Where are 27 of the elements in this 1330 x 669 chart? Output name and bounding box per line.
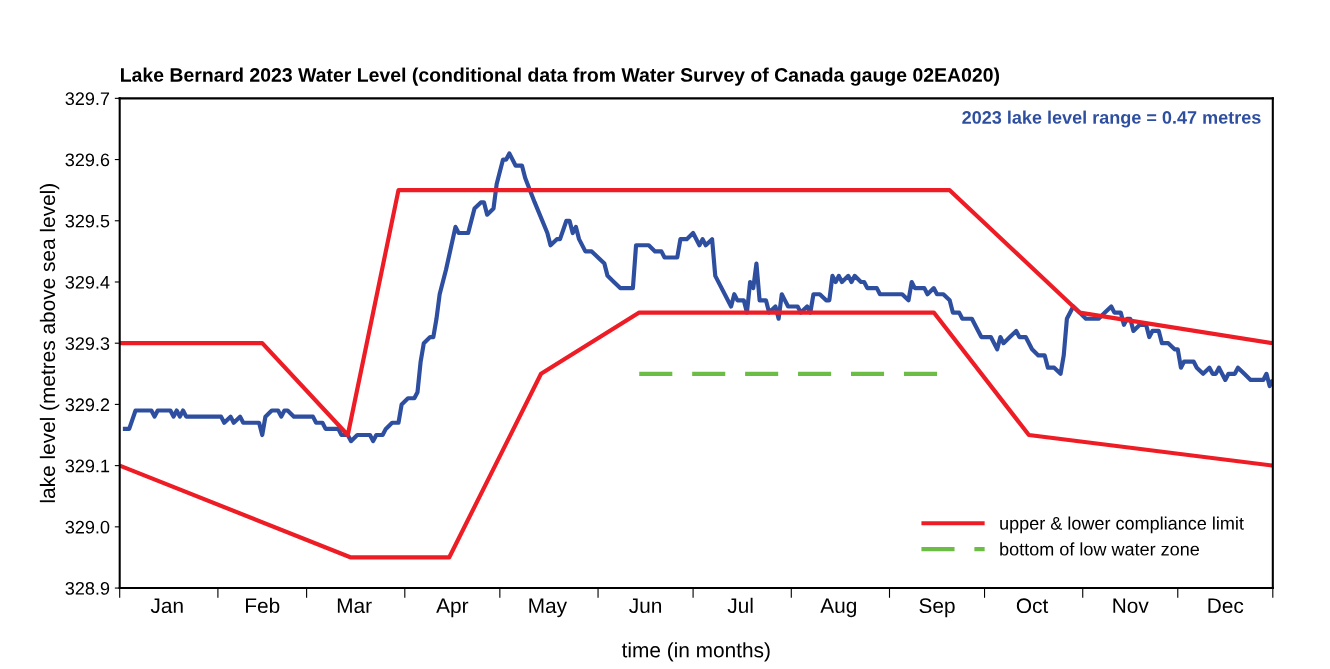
x-tick-label: Jun — [629, 598, 662, 614]
chart-title: Lake Bernard 2023 Water Level (conditional data from Water Survey of Canada gauge 02EA020) — [121, 67, 1000, 86]
x-tick-label: Aug — [820, 598, 856, 618]
x-tick-label: Mar — [337, 598, 372, 614]
legend-label: bottom of low water zone — [1000, 542, 1199, 556]
x-tick-label: Jan — [150, 598, 183, 614]
x-tick-label: Oct — [1016, 598, 1049, 614]
y-tick-label: 329.7 — [65, 92, 110, 106]
y-tick-label: 329.6 — [65, 153, 110, 167]
y-tick-label: 329.0 — [65, 520, 110, 534]
y-tick-label: 329.2 — [65, 398, 110, 412]
y-tick-label: 329.4 — [65, 275, 110, 289]
y-tick-label: 329.3 — [65, 337, 110, 350]
x-tick-label: May — [529, 598, 568, 618]
legend-label: upper & lower compliance limit — [1000, 516, 1244, 534]
x-tick-label: Feb — [246, 597, 280, 614]
x-tick-label: Nov — [1113, 598, 1149, 614]
y-tick-label: 328.9 — [65, 581, 110, 595]
x-axis-title: time (in months) — [621, 642, 770, 662]
x-tick-label: Dec — [1208, 598, 1244, 614]
x-tick-label: Apr — [436, 598, 469, 618]
x-tick-label: Sep — [919, 598, 955, 618]
y-axis-title: lake level (metres above sea level) — [39, 184, 60, 503]
annotation: 2023 lake level range = 0.47 metres — [962, 110, 1261, 128]
y-tick-label: 329.1 — [65, 459, 110, 473]
x-tick-label: Jul — [727, 597, 753, 614]
y-tick-label: 329.5 — [65, 214, 110, 228]
